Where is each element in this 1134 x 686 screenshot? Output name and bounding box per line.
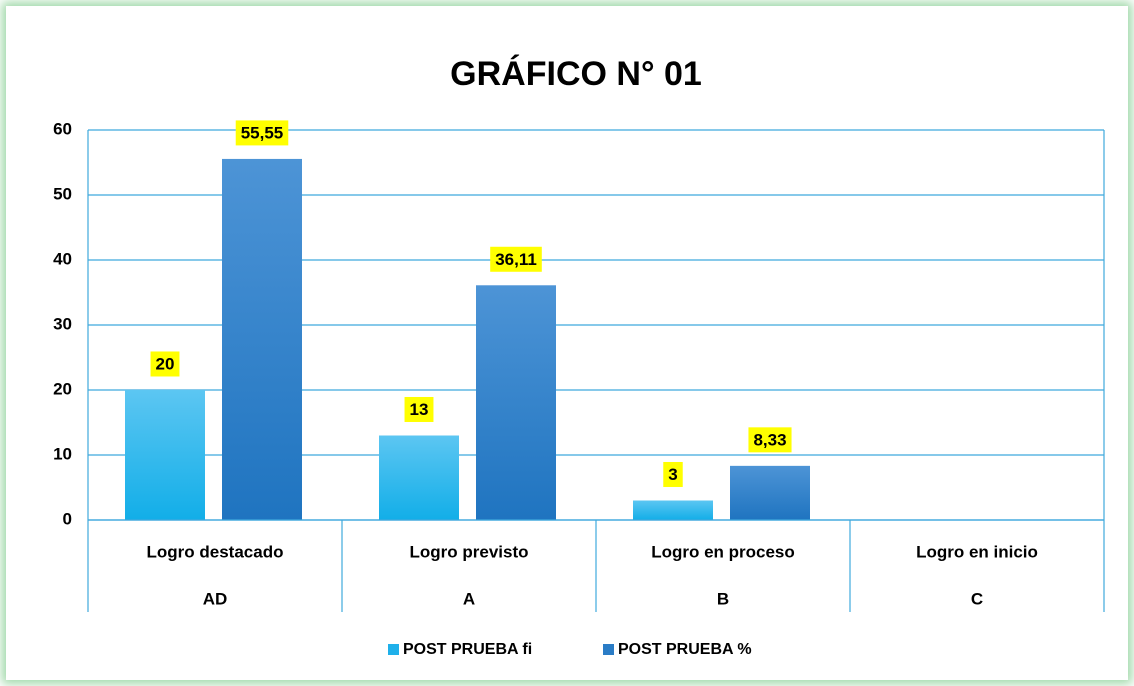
y-tick-label: 30	[53, 314, 72, 333]
data-label-box	[748, 427, 792, 453]
x-tick-label: Logro en proceso	[651, 542, 795, 561]
bar	[222, 158, 302, 521]
data-label-box	[404, 396, 434, 422]
x-tick-code: A	[463, 589, 475, 608]
y-tick-label: 10	[53, 444, 72, 463]
data-label-box	[150, 351, 180, 377]
data-label-box	[490, 246, 542, 272]
bar	[476, 285, 556, 520]
legend-label: POST PRUEBA %	[618, 641, 752, 658]
bar	[633, 500, 713, 520]
legend-label: POST PRUEBA fi	[403, 641, 532, 658]
bar	[379, 435, 459, 520]
x-tick-label: Logro destacado	[147, 542, 284, 561]
y-tick-label: 40	[53, 249, 72, 268]
data-label: 36,11	[495, 250, 537, 269]
chart-frame	[6, 6, 1128, 680]
bar	[730, 465, 810, 520]
data-label: 55,55	[241, 123, 284, 142]
x-tick-code: AD	[203, 589, 228, 608]
data-label: 3	[668, 465, 677, 484]
y-tick-label: 60	[53, 119, 72, 138]
legend-swatch	[603, 644, 614, 655]
data-label: 8,33	[753, 430, 786, 449]
data-label: 20	[156, 354, 175, 373]
y-tick-label: 20	[53, 379, 72, 398]
x-tick-code: C	[971, 589, 983, 608]
y-tick-label: 50	[53, 184, 72, 203]
x-tick-label: Logro en inicio	[916, 542, 1038, 561]
y-tick-label: 0	[63, 509, 72, 528]
data-label-box	[663, 461, 683, 487]
bar	[125, 390, 205, 520]
x-tick-label: Logro previsto	[409, 542, 528, 561]
data-label: 13	[410, 400, 429, 419]
x-tick-code: B	[717, 589, 729, 608]
data-label-box	[235, 120, 289, 146]
legend-swatch	[388, 644, 399, 655]
chart-title: GRÁFICO N° 01	[450, 55, 702, 93]
